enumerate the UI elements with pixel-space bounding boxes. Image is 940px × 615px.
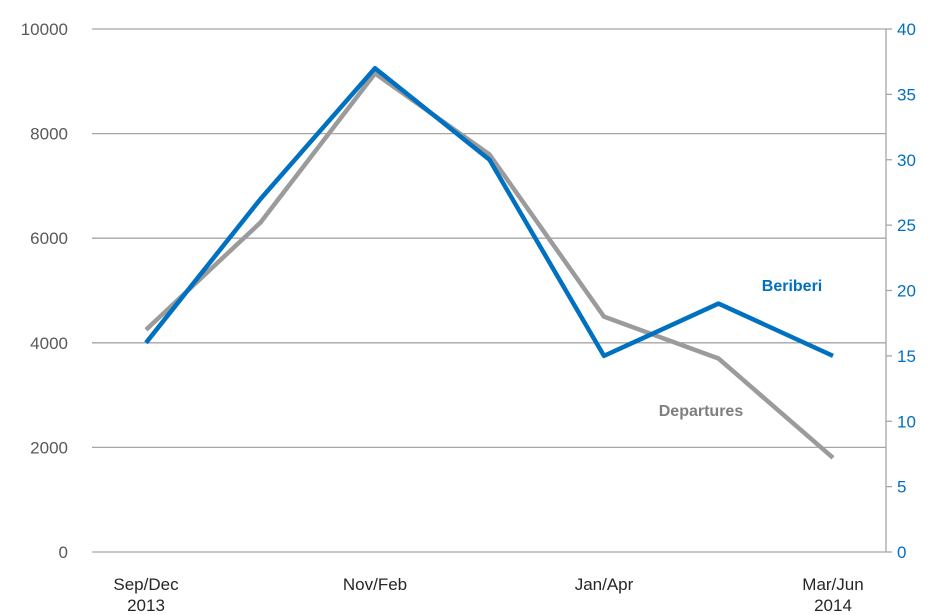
left-axis-tick-label: 6000 — [30, 229, 68, 248]
right-axis-tick-label: 5 — [897, 478, 906, 497]
x-axis-tick-label: Sep/Dec — [113, 575, 179, 594]
x-axis-tick-label-year: 2013 — [127, 596, 165, 615]
right-axis-tick-label: 20 — [897, 282, 916, 301]
left-axis-tick-label: 10000 — [21, 20, 68, 39]
left-axis-tick-label: 0 — [59, 543, 68, 562]
x-axis-tick-label: Mar/Jun — [802, 575, 863, 594]
right-axis-tick-label: 10 — [897, 412, 916, 431]
series-label-departures: Departures — [659, 403, 744, 420]
grid-lines — [92, 28, 892, 553]
right-axis-tick-label: 25 — [897, 216, 916, 235]
left-axis-tick-label: 2000 — [30, 438, 68, 457]
right-axis-tick-label: 15 — [897, 347, 916, 366]
series-labels: Beriberi Departures — [659, 278, 822, 420]
right-axis: 0 5 10 15 20 25 30 35 40 — [897, 20, 916, 562]
series-lines — [144, 65, 835, 460]
series-label-beriberi: Beriberi — [762, 278, 822, 295]
x-axis-tick-label-year: 2014 — [814, 596, 852, 615]
right-axis-tick-label: 0 — [897, 543, 906, 562]
series-line-departures — [144, 71, 835, 460]
left-axis-tick-label: 8000 — [30, 125, 68, 144]
x-axis-tick-label: Jan/Apr — [575, 575, 634, 594]
left-axis: 0 2000 4000 6000 8000 10000 — [21, 20, 68, 562]
left-axis-tick-label: 4000 — [30, 334, 68, 353]
x-axis: Sep/Dec 2013 Nov/Feb Jan/Apr Mar/Jun 2014 — [113, 575, 863, 615]
right-axis-tick-label: 30 — [897, 151, 916, 170]
series-line-beriberi — [144, 65, 834, 359]
right-axis-tick-label: 40 — [897, 20, 916, 39]
x-axis-tick-label: Nov/Feb — [343, 575, 407, 594]
right-axis-tick-label: 35 — [897, 85, 916, 104]
